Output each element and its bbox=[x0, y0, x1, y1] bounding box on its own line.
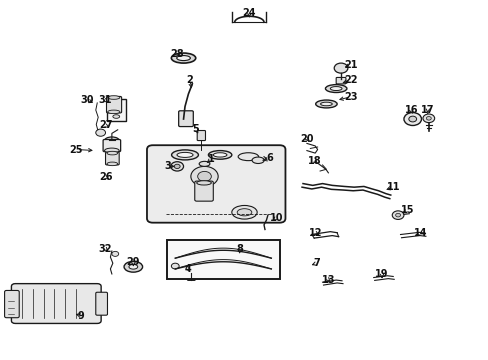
Text: 4: 4 bbox=[184, 264, 191, 274]
FancyBboxPatch shape bbox=[11, 284, 101, 323]
Text: 23: 23 bbox=[344, 92, 357, 102]
Circle shape bbox=[190, 166, 218, 186]
Ellipse shape bbox=[199, 161, 209, 166]
Text: 2: 2 bbox=[186, 75, 193, 85]
Ellipse shape bbox=[107, 151, 118, 155]
Circle shape bbox=[197, 171, 211, 181]
FancyBboxPatch shape bbox=[4, 291, 19, 318]
Text: 24: 24 bbox=[242, 8, 256, 18]
Text: 30: 30 bbox=[81, 95, 94, 105]
Text: 31: 31 bbox=[99, 95, 112, 105]
Text: 29: 29 bbox=[126, 257, 140, 267]
Text: 11: 11 bbox=[386, 182, 399, 192]
Text: 13: 13 bbox=[321, 275, 334, 285]
Bar bbox=[107, 99, 125, 121]
Ellipse shape bbox=[320, 102, 331, 106]
Ellipse shape bbox=[237, 209, 251, 216]
Text: 27: 27 bbox=[99, 121, 112, 130]
Ellipse shape bbox=[176, 55, 190, 60]
Ellipse shape bbox=[113, 115, 120, 118]
Ellipse shape bbox=[330, 87, 341, 90]
Ellipse shape bbox=[196, 181, 211, 185]
Text: 21: 21 bbox=[344, 59, 357, 69]
Text: 25: 25 bbox=[69, 144, 83, 154]
FancyBboxPatch shape bbox=[147, 145, 285, 223]
FancyBboxPatch shape bbox=[335, 77, 345, 84]
Text: 17: 17 bbox=[420, 105, 434, 116]
Text: 10: 10 bbox=[269, 213, 283, 223]
Text: 15: 15 bbox=[400, 206, 414, 216]
Text: 8: 8 bbox=[236, 244, 243, 254]
FancyBboxPatch shape bbox=[106, 96, 122, 113]
Ellipse shape bbox=[325, 85, 346, 93]
Text: 1: 1 bbox=[207, 154, 214, 164]
Text: 16: 16 bbox=[404, 105, 417, 116]
Circle shape bbox=[408, 116, 416, 122]
Ellipse shape bbox=[177, 152, 193, 157]
Ellipse shape bbox=[107, 162, 118, 166]
Ellipse shape bbox=[113, 102, 120, 105]
FancyBboxPatch shape bbox=[105, 152, 119, 165]
Ellipse shape bbox=[231, 206, 257, 219]
Ellipse shape bbox=[208, 150, 231, 159]
Text: 12: 12 bbox=[308, 228, 322, 238]
Circle shape bbox=[170, 162, 183, 171]
FancyBboxPatch shape bbox=[178, 111, 193, 127]
Text: 5: 5 bbox=[192, 124, 199, 134]
FancyBboxPatch shape bbox=[194, 181, 213, 201]
FancyBboxPatch shape bbox=[96, 292, 107, 315]
Circle shape bbox=[426, 117, 430, 120]
Text: 19: 19 bbox=[374, 269, 388, 279]
Text: 9: 9 bbox=[78, 311, 84, 320]
Ellipse shape bbox=[129, 265, 138, 269]
Ellipse shape bbox=[171, 53, 195, 63]
Text: 14: 14 bbox=[413, 228, 427, 238]
Ellipse shape bbox=[107, 110, 120, 114]
Ellipse shape bbox=[124, 261, 142, 272]
Ellipse shape bbox=[113, 108, 120, 112]
Circle shape bbox=[171, 263, 179, 269]
Text: 26: 26 bbox=[99, 172, 112, 182]
Text: 22: 22 bbox=[344, 75, 357, 85]
FancyBboxPatch shape bbox=[197, 131, 205, 140]
Ellipse shape bbox=[171, 150, 198, 160]
FancyBboxPatch shape bbox=[187, 271, 195, 280]
Text: 18: 18 bbox=[308, 156, 322, 166]
Circle shape bbox=[395, 213, 400, 217]
Circle shape bbox=[391, 211, 403, 220]
Text: 6: 6 bbox=[266, 153, 273, 163]
Circle shape bbox=[422, 114, 434, 123]
Ellipse shape bbox=[104, 137, 119, 144]
Circle shape bbox=[174, 164, 180, 168]
Circle shape bbox=[333, 63, 347, 73]
Text: 28: 28 bbox=[170, 49, 183, 59]
Text: 7: 7 bbox=[313, 258, 319, 268]
Circle shape bbox=[112, 251, 119, 256]
Ellipse shape bbox=[104, 148, 119, 153]
FancyBboxPatch shape bbox=[103, 139, 121, 152]
Ellipse shape bbox=[213, 153, 226, 157]
Text: 20: 20 bbox=[300, 134, 313, 144]
Ellipse shape bbox=[251, 157, 264, 163]
Bar bbox=[167, 240, 279, 279]
Text: 3: 3 bbox=[164, 161, 171, 171]
Ellipse shape bbox=[315, 100, 336, 108]
Ellipse shape bbox=[186, 271, 195, 274]
Ellipse shape bbox=[107, 96, 120, 99]
Circle shape bbox=[96, 129, 105, 136]
Circle shape bbox=[403, 113, 421, 126]
Text: 32: 32 bbox=[99, 244, 112, 254]
Ellipse shape bbox=[238, 153, 258, 161]
